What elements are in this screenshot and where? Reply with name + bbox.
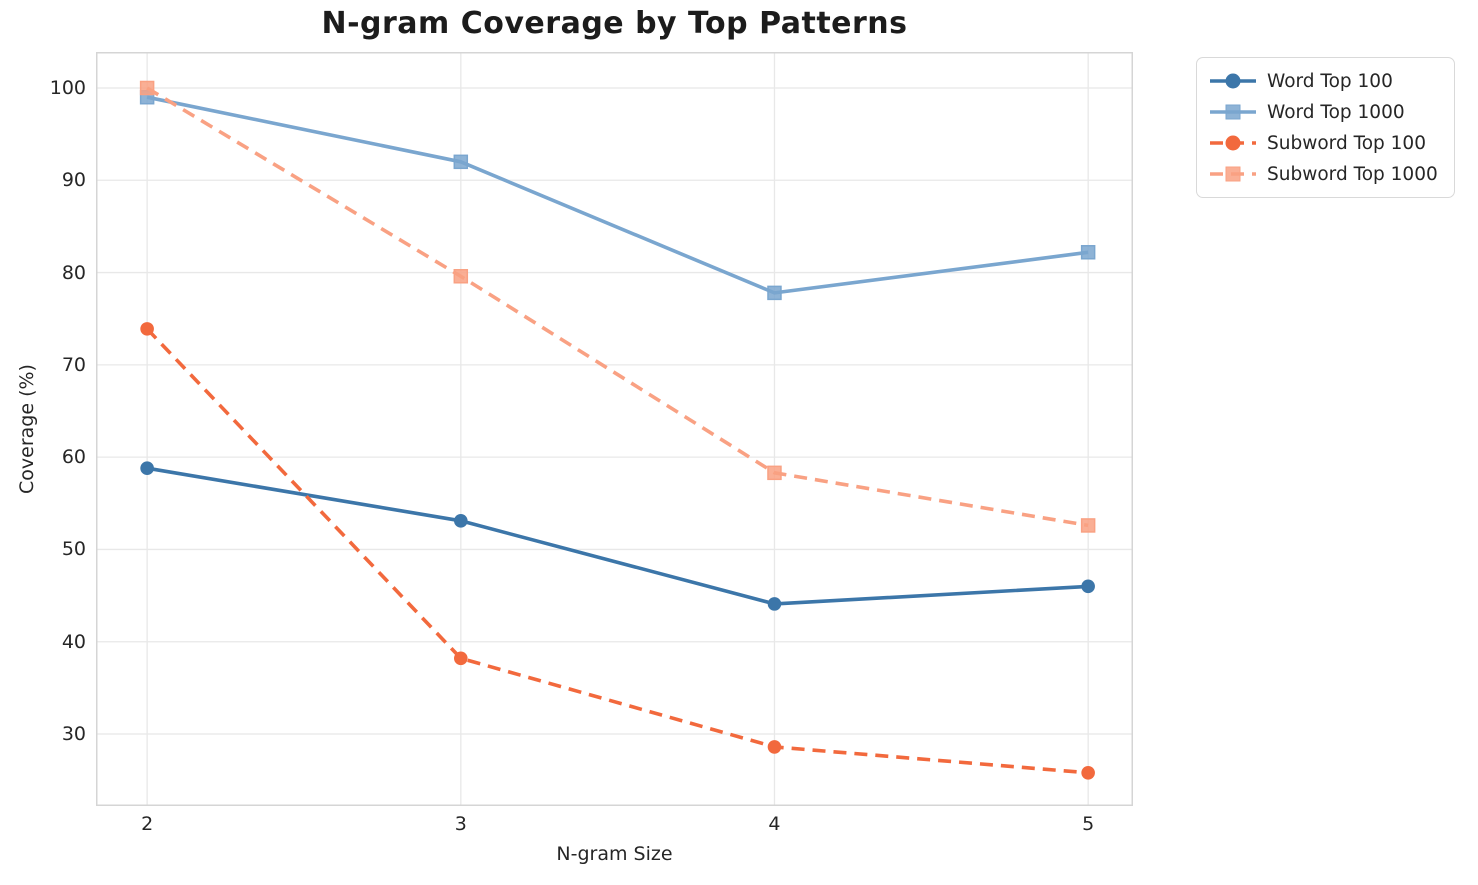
y-tick-label: 70 <box>61 353 86 376</box>
legend-item-word-top-1000: Word Top 1000 <box>1209 100 1438 124</box>
legend-item-subword-top-1000: Subword Top 1000 <box>1209 162 1438 186</box>
series-line-word-top-100 <box>146 466 1089 606</box>
x-axis-label: N-gram Size <box>556 843 673 865</box>
y-tick-label: 100 <box>49 76 86 99</box>
marker-subword-top-1000 <box>1080 518 1096 533</box>
y-axis-label-column: Coverage (%) <box>0 52 54 806</box>
legend-label: Subword Top 100 <box>1267 132 1426 154</box>
x-tick-label: 5 <box>1082 813 1095 835</box>
legend-label: Word Top 100 <box>1267 70 1393 92</box>
x-tick-label: 2 <box>141 813 154 835</box>
y-tick-label: 80 <box>61 261 86 284</box>
legend-marker-square-icon <box>1225 166 1241 182</box>
marker-word-top-1000 <box>1080 245 1096 260</box>
marker-word-top-100 <box>1081 579 1095 594</box>
plot-area <box>96 52 1133 806</box>
legend-marker-circle-icon <box>1225 73 1241 89</box>
legend-marker-square-icon <box>1225 104 1241 120</box>
marker-subword-top-100 <box>767 740 782 754</box>
marker-word-top-1000 <box>767 285 782 301</box>
x-tick-label: 4 <box>768 813 781 835</box>
legend-label: Word Top 1000 <box>1267 101 1405 123</box>
y-tick-label: 90 <box>61 169 86 192</box>
marker-word-top-1000 <box>453 154 469 170</box>
chart-title: N-gram Coverage by Top Patterns <box>321 6 908 41</box>
legend-swatch-subword-top-1000 <box>1210 166 1256 182</box>
marker-subword-top-100 <box>1081 765 1095 780</box>
legend-swatch-subword-top-100 <box>1210 135 1256 151</box>
y-axis-label: Coverage (%) <box>16 364 39 494</box>
marker-word-top-100 <box>767 597 782 611</box>
legend: Word Top 100 Word Top 1000 Subword Top 100… <box>1196 57 1455 198</box>
y-tick-label: 50 <box>61 538 86 561</box>
legend-item-word-top-100: Word Top 100 <box>1209 69 1438 93</box>
series-line-subword-top-100 <box>145 327 1089 775</box>
marker-subword-top-1000 <box>453 269 469 284</box>
series-line-word-top-1000 <box>146 95 1089 295</box>
legend-swatch-word-top-100 <box>1210 73 1256 89</box>
marker-word-top-100 <box>454 514 468 528</box>
legend-item-subword-top-100: Subword Top 100 <box>1209 131 1438 155</box>
y-tick-label: 40 <box>61 630 86 653</box>
x-tick-label: 3 <box>454 813 467 835</box>
marker-subword-top-100 <box>454 651 468 666</box>
marker-subword-top-100 <box>140 322 154 336</box>
marker-subword-top-1000 <box>139 80 155 96</box>
series-line-subword-top-1000 <box>146 86 1089 528</box>
plot-border <box>96 52 1133 806</box>
marker-subword-top-1000 <box>767 465 782 481</box>
marker-word-top-100 <box>140 461 154 476</box>
legend-swatch-word-top-1000 <box>1210 104 1256 120</box>
legend-label: Subword Top 1000 <box>1267 163 1438 185</box>
y-tick-label: 30 <box>61 723 86 745</box>
legend-marker-circle-icon <box>1225 135 1241 151</box>
y-tick-label: 60 <box>61 446 86 469</box>
